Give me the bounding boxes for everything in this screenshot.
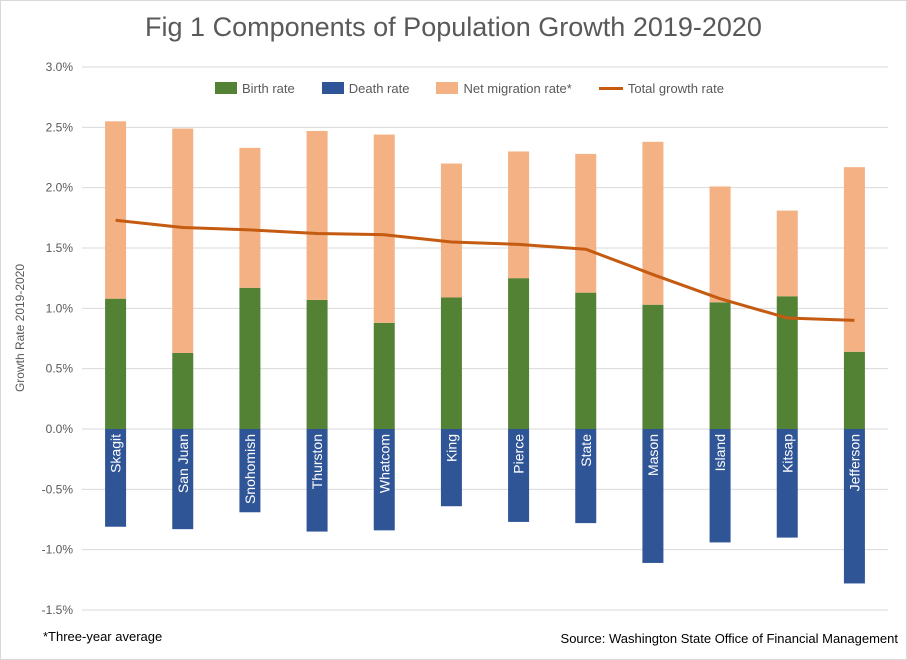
category-label: Island — [712, 434, 728, 471]
bar-migration — [172, 128, 194, 353]
bar-death — [373, 429, 395, 531]
bar-migration — [709, 186, 731, 303]
bar-birth — [575, 292, 597, 429]
bar-migration — [105, 121, 127, 299]
bar-migration — [440, 163, 462, 298]
bar-migration — [843, 167, 865, 352]
bar-death — [575, 429, 597, 524]
chart-title: Fig 1 Components of Population Growth 20… — [145, 12, 762, 42]
bar-birth — [105, 298, 127, 429]
source-note: Source: Washington State Office of Finan… — [560, 631, 898, 646]
legend-swatch-total — [598, 86, 623, 90]
bar-migration — [508, 151, 530, 279]
category-label: Pierce — [511, 434, 527, 474]
bar-birth — [239, 287, 261, 429]
bar-birth — [172, 352, 194, 429]
bar-migration — [373, 134, 395, 323]
category-label: Jefferson — [846, 434, 862, 491]
bar-death — [642, 429, 664, 563]
legend-swatch-migration — [436, 82, 459, 94]
bar-birth — [642, 304, 664, 429]
legend-item-migration: Net migration rate* — [436, 80, 572, 96]
legend-label-total: Total growth rate — [627, 80, 724, 96]
category-label: San Juan — [175, 434, 191, 493]
bar-migration — [776, 210, 798, 297]
bar-birth — [508, 278, 530, 429]
legend-item-birth: Birth rate — [215, 81, 295, 96]
bar-birth — [776, 296, 798, 429]
bar-death — [709, 429, 731, 543]
y-tick-label: 0.5% — [46, 362, 74, 376]
y-tick-label: -1.0% — [42, 543, 74, 557]
legend-swatch-death — [321, 82, 344, 94]
y-tick-label: -0.5% — [42, 482, 74, 496]
bar-migration — [306, 130, 328, 300]
legend-swatch-birth — [215, 82, 237, 94]
y-tick-label: 1.0% — [46, 301, 74, 315]
y-tick-label: 2.5% — [46, 120, 74, 134]
bar-birth — [373, 322, 395, 429]
y-tick-label: -1.5% — [42, 603, 74, 617]
category-label: Thurston — [309, 434, 325, 489]
category-label: Mason — [645, 434, 661, 476]
category-label: Snohomish — [242, 434, 258, 504]
legend-label-migration: Net migration rate* — [463, 80, 572, 96]
legend-item-total: Total growth rate — [598, 80, 724, 96]
y-tick-label: 3.0% — [46, 60, 74, 74]
bar-migration — [239, 147, 261, 288]
category-label: Whatcom — [376, 434, 392, 493]
bar-birth — [306, 299, 328, 429]
bar-birth — [709, 302, 731, 429]
bar-migration — [642, 141, 664, 305]
category-label: State — [578, 434, 594, 467]
bar-death — [105, 429, 127, 527]
bar-birth — [440, 297, 462, 429]
y-tick-label: 2.0% — [46, 181, 74, 195]
bar-death — [306, 429, 328, 532]
category-label: Kitsap — [779, 434, 795, 473]
total-growth-line — [115, 218, 855, 322]
bar-migration — [575, 153, 597, 293]
footnote: *Three-year average — [43, 629, 163, 644]
legend-label-death: Death rate — [348, 80, 410, 96]
bar-death — [508, 429, 530, 522]
bar-death — [843, 429, 865, 584]
category-label: Skagit — [108, 434, 124, 473]
bar-birth — [843, 351, 865, 429]
legend-label-birth: Birth rate — [242, 80, 295, 96]
y-tick-label: 0.0% — [46, 422, 74, 436]
category-label: King — [443, 434, 459, 462]
y-tick-label: 1.5% — [46, 241, 74, 255]
bar-death — [776, 429, 798, 538]
legend-item-death: Death rate — [321, 80, 410, 96]
bar-death — [239, 429, 261, 513]
legend: Birth rate Death rate Net migration rate… — [215, 79, 751, 97]
bar-death — [440, 429, 462, 507]
bar-death — [172, 429, 194, 530]
